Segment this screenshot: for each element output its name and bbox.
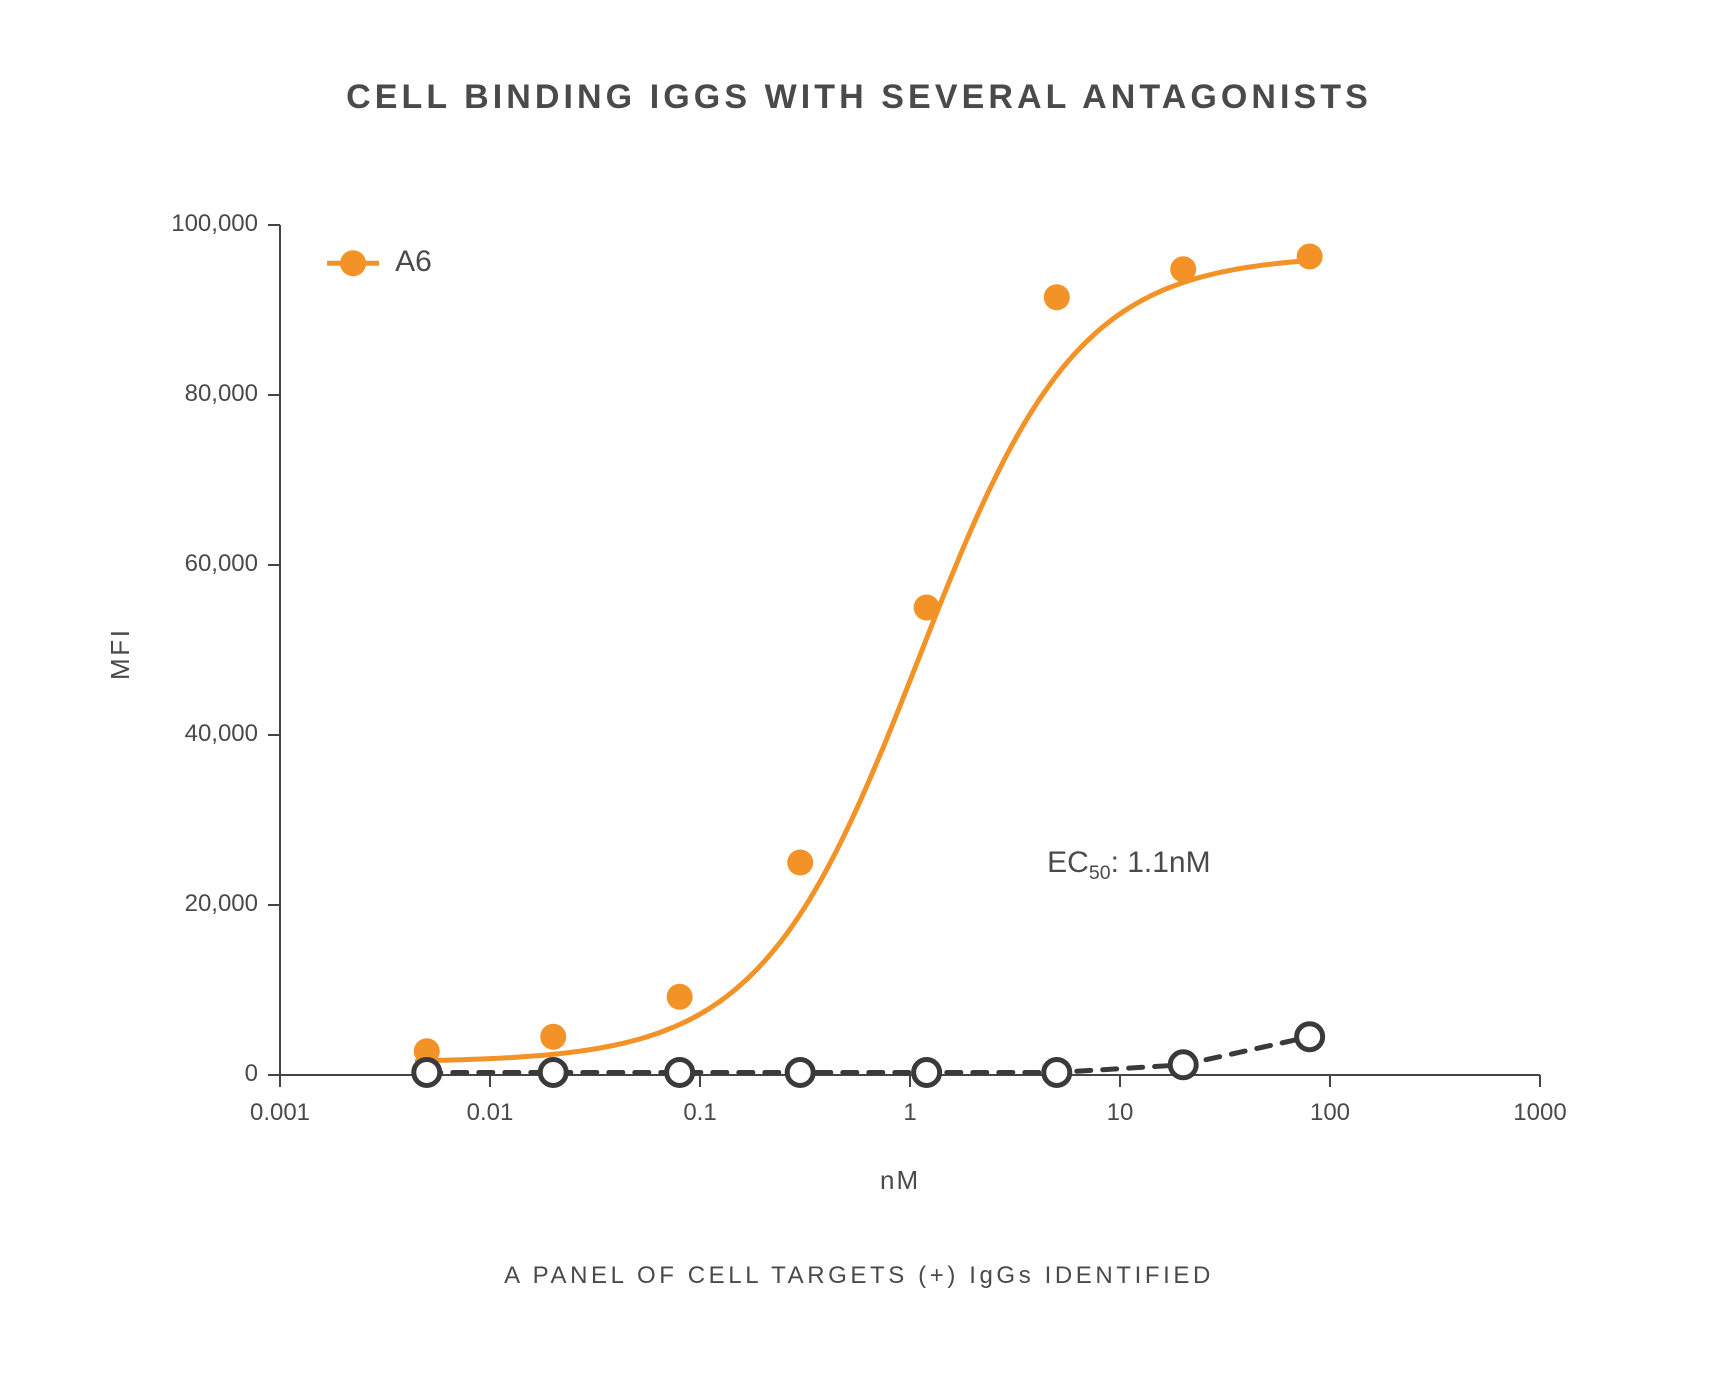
y-tick-label: 20,000 [185,890,258,918]
legend-label-a6: A6 [395,245,432,279]
data-marker-control [1297,1024,1323,1050]
data-marker-control [914,1059,940,1085]
x-tick-label: 1 [870,1099,950,1127]
data-marker-control [667,1059,693,1085]
data-marker-control [1170,1052,1196,1078]
y-axis-label: MFI [105,627,136,680]
data-marker-control [787,1059,813,1085]
x-tick-label: 1000 [1500,1099,1580,1127]
data-marker-control [540,1059,566,1085]
y-tick-label: 0 [245,1060,258,1088]
y-tick-label: 40,000 [185,720,258,748]
x-tick-label: 0.001 [240,1099,320,1127]
x-tick-label: 0.01 [450,1099,530,1127]
y-tick-label: 60,000 [185,550,258,578]
data-marker-a6 [667,984,693,1010]
x-tick-label: 100 [1290,1099,1370,1127]
data-marker-a6 [540,1024,566,1050]
y-tick-label: 80,000 [185,380,258,408]
y-tick-label: 100,000 [171,210,258,238]
data-marker-control [414,1059,440,1085]
data-marker-a6 [1297,243,1323,269]
data-marker-a6 [914,595,940,621]
x-tick-label: 10 [1080,1099,1160,1127]
data-marker-a6 [1044,284,1070,310]
data-marker-a6 [1170,256,1196,282]
data-marker-control [1044,1059,1070,1085]
x-axis-label: nM [880,1165,920,1196]
data-marker-a6 [787,850,813,876]
chart-plot-area [0,0,1718,1380]
ec50-annotation: EC50: 1.1nM [1047,846,1210,885]
x-tick-label: 0.1 [660,1099,740,1127]
